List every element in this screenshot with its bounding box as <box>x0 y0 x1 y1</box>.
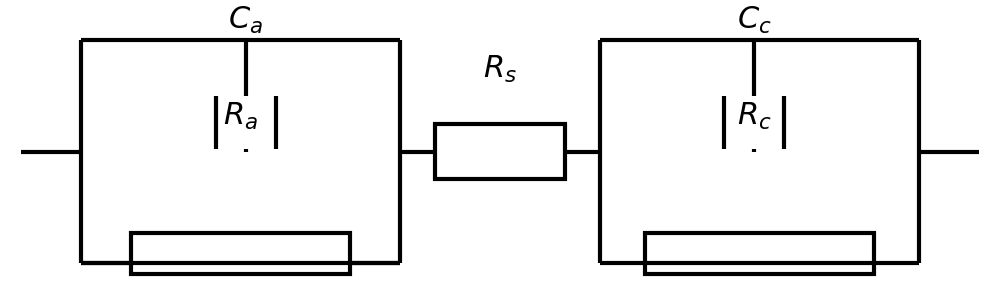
Bar <box>131 233 350 274</box>
Bar <box>645 233 874 274</box>
Text: $R_s$: $R_s$ <box>483 54 517 85</box>
Text: $C_a$: $C_a$ <box>228 4 263 36</box>
Text: $R_c$: $R_c$ <box>737 101 772 132</box>
Bar <box>435 124 565 179</box>
Text: $R_a$: $R_a$ <box>223 101 258 132</box>
Text: $C_c$: $C_c$ <box>737 4 772 36</box>
